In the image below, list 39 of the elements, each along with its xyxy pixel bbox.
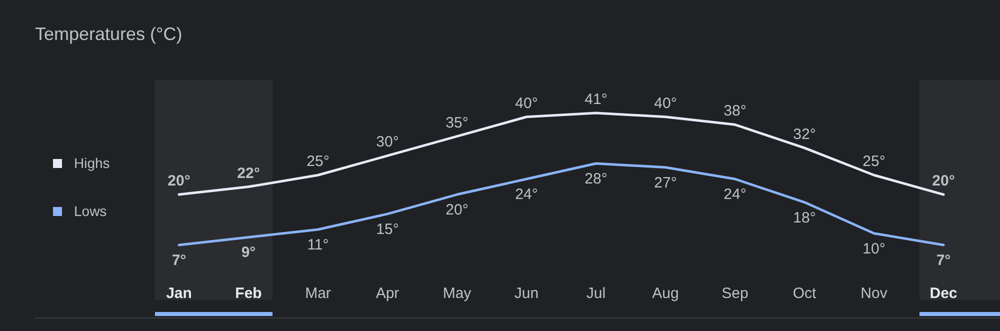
x-tick-label: Nov (860, 285, 888, 302)
legend-label: Highs (74, 155, 110, 171)
data-label: 20° (932, 172, 955, 190)
data-label: 27° (654, 174, 677, 192)
data-label: 24° (724, 186, 746, 203)
data-label: 22° (237, 164, 260, 182)
x-tick-label: Oct (792, 285, 817, 302)
data-label: 18° (793, 209, 816, 226)
chart-title: Temperatures (°C) (35, 24, 182, 44)
legend-label: Lows (74, 203, 107, 219)
x-tick-label: May (442, 285, 472, 302)
data-label: 20° (446, 202, 468, 219)
x-tick-label: Feb (235, 285, 262, 302)
data-label: 40° (515, 94, 538, 112)
x-tick-label: Apr (376, 285, 400, 302)
data-label: 32° (793, 126, 816, 143)
x-tick-label: Sep (722, 285, 748, 302)
data-label: 10° (862, 240, 886, 258)
data-label: 28° (584, 170, 608, 188)
data-label: 38° (724, 102, 746, 120)
x-tick-label: Aug (652, 285, 679, 302)
data-label: 20° (168, 172, 190, 190)
data-label: 25° (862, 153, 886, 170)
x-tick-label: Jan (166, 285, 192, 302)
x-tick-label: Dec (930, 285, 958, 302)
data-label: 7° (936, 252, 951, 269)
data-label: 40° (654, 94, 677, 112)
data-label: 25° (306, 153, 330, 170)
x-tick-label: Mar (305, 285, 331, 302)
data-label: 35° (446, 114, 468, 132)
x-tick-label: Jul (586, 285, 606, 302)
x-tick-label: Jun (514, 285, 539, 302)
data-label: 15° (376, 220, 399, 238)
data-label: 30° (376, 134, 399, 151)
data-label: 11° (307, 236, 329, 254)
data-label: 41° (584, 91, 608, 108)
data-label: 7° (172, 252, 186, 269)
data-label: 9° (241, 244, 256, 262)
data-label: 24° (515, 186, 538, 203)
